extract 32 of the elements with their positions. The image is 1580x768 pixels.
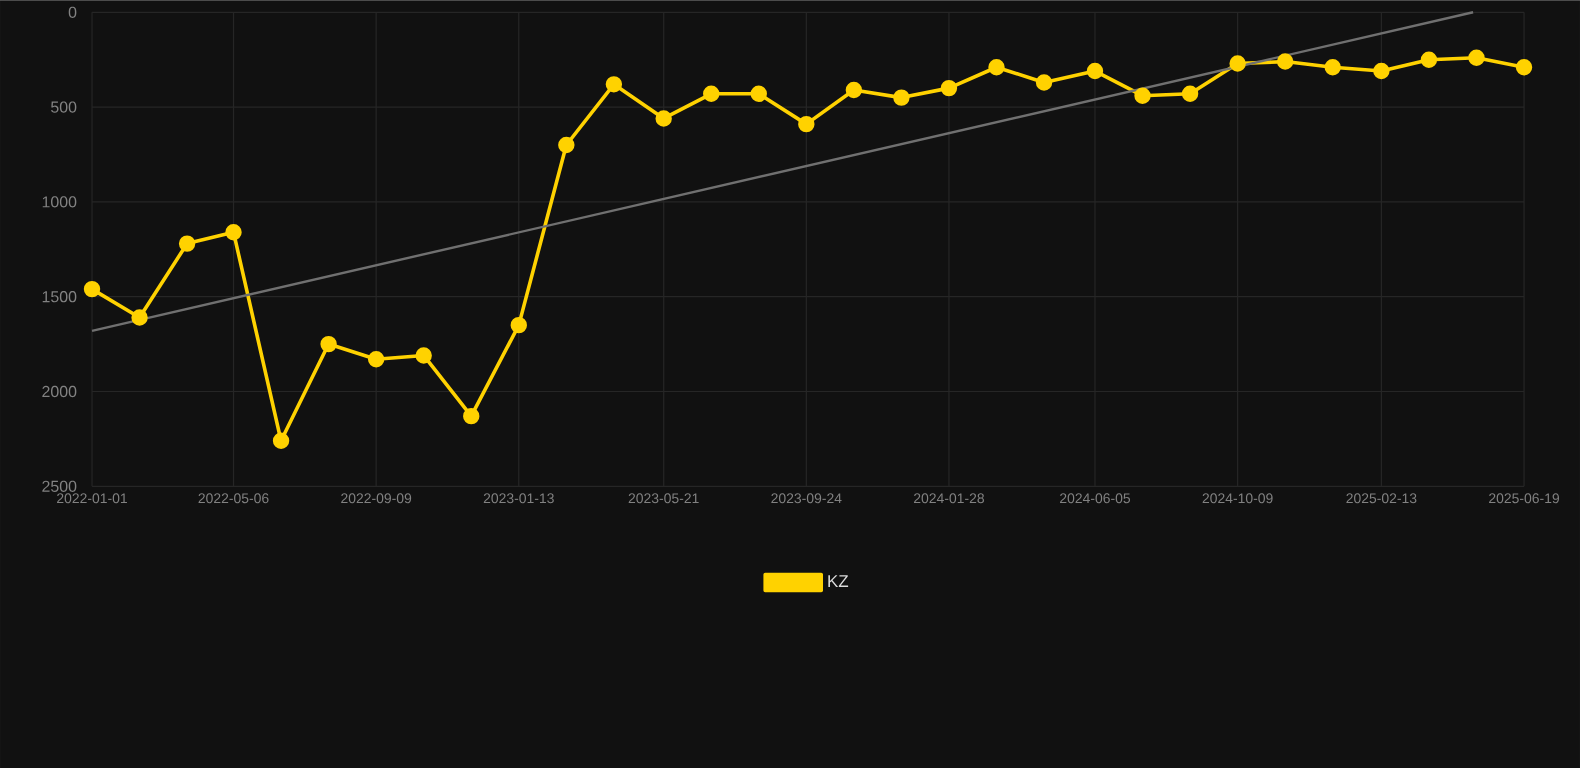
point xyxy=(893,89,910,106)
point xyxy=(1276,53,1294,70)
point xyxy=(558,136,575,154)
point xyxy=(750,85,767,102)
point xyxy=(1229,55,1246,72)
point xyxy=(272,432,290,449)
point xyxy=(1324,58,1341,76)
point xyxy=(845,81,863,99)
point xyxy=(1086,62,1104,80)
point xyxy=(988,58,1005,76)
point xyxy=(1468,49,1485,66)
point xyxy=(1181,85,1199,102)
point xyxy=(655,110,672,127)
point xyxy=(83,280,101,298)
point xyxy=(415,347,432,364)
point xyxy=(1420,51,1438,68)
point xyxy=(1373,62,1390,80)
point xyxy=(703,85,720,102)
point xyxy=(320,335,337,353)
point xyxy=(367,350,385,368)
point xyxy=(178,235,196,252)
point xyxy=(1134,87,1151,104)
point xyxy=(798,115,815,133)
point xyxy=(510,316,527,334)
point xyxy=(1035,74,1053,91)
legend-label: KZ xyxy=(828,575,849,587)
point xyxy=(463,407,480,425)
point xyxy=(225,223,242,241)
point xyxy=(605,76,623,93)
point xyxy=(131,309,148,326)
point xyxy=(940,79,958,97)
point xyxy=(1515,58,1533,76)
